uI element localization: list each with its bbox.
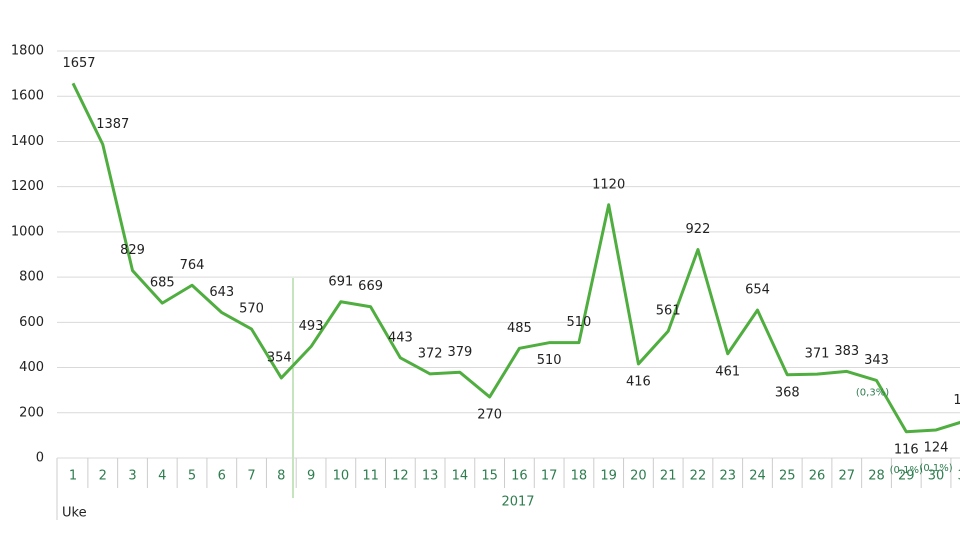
y-tick-label: 800 [19, 270, 44, 285]
y-tick-label: 400 [19, 360, 44, 375]
data-label: 493 [299, 319, 324, 334]
data-label: 124 [924, 440, 949, 455]
x-tick-label: 3 [128, 469, 136, 484]
data-label: 371 [805, 347, 830, 362]
x-tick-label: 31 [958, 469, 960, 484]
data-label: 829 [120, 243, 145, 258]
data-label: 270 [477, 407, 502, 422]
x-axis-label: Uke [62, 506, 87, 521]
data-label: 510 [567, 315, 592, 330]
data-line [71, 82, 960, 434]
data-label: 485 [507, 321, 532, 336]
data-label: 368 [775, 385, 800, 400]
y-tick-label: 1200 [11, 179, 44, 194]
data-label: 643 [209, 285, 234, 300]
data-label: 416 [626, 374, 651, 389]
y-tick-label: 600 [19, 315, 44, 330]
x-tick-label: 4 [158, 469, 166, 484]
x-tick-label: 25 [779, 469, 796, 484]
x-tick-label: 2 [99, 469, 107, 484]
data-label: 116 [894, 442, 919, 457]
x-tick-label: 7 [247, 469, 255, 484]
x-tick-label: 26 [809, 469, 826, 484]
data-label: 510 [537, 353, 562, 368]
y-tick-label: 1600 [11, 89, 44, 104]
x-tick-label: 20 [630, 469, 647, 484]
data-label: 691 [328, 274, 353, 289]
x-tick-label: 12 [392, 469, 409, 484]
y-tick-label: 0 [36, 451, 44, 466]
y-tick-label: 200 [19, 405, 44, 420]
x-tick-label: 24 [749, 469, 766, 484]
data-label: 570 [239, 302, 264, 317]
x-tick-label: 29 [898, 469, 915, 484]
data-label: 561 [656, 304, 681, 319]
y-tick-label: 1800 [11, 44, 44, 59]
data-label: 764 [180, 258, 205, 273]
x-tick-label: 6 [218, 469, 226, 484]
x-tick-label: 28 [868, 469, 885, 484]
x-tick-label: 1 [69, 469, 77, 484]
x-tick-label: 17 [541, 469, 558, 484]
x-tick-label: 18 [571, 469, 588, 484]
x-tick-label: 30 [928, 469, 945, 484]
annotation: (0,1%) [919, 463, 952, 474]
data-label: 1120 [592, 177, 625, 192]
x-tick-label: 10 [333, 469, 350, 484]
annotation: (0,3%) [856, 387, 889, 398]
data-label: 1657 [62, 56, 95, 71]
y-tick-label: 1400 [11, 134, 44, 149]
data-label: 343 [864, 353, 889, 368]
x-tick-label: 16 [511, 469, 528, 484]
x-tick-label: 8 [277, 469, 285, 484]
data-label: 461 [715, 364, 740, 379]
annotation: (0,1%) [890, 465, 923, 476]
x-tick-label: 13 [422, 469, 439, 484]
data-label: 669 [358, 279, 383, 294]
data-label: 922 [686, 222, 711, 237]
x-tick-label: 22 [690, 469, 707, 484]
x-tick-label: 9 [307, 469, 315, 484]
data-label: 1387 [96, 117, 129, 132]
x-tick-label: 5 [188, 469, 196, 484]
data-label: 372 [418, 346, 443, 361]
x-tick-label: 19 [600, 469, 617, 484]
data-label: 443 [388, 330, 413, 345]
data-label: 383 [834, 344, 859, 359]
x-tick-label: 14 [452, 469, 469, 484]
x-tick-label: 27 [838, 469, 855, 484]
group-label: 2017 [501, 495, 534, 510]
data-label: 654 [745, 283, 770, 298]
data-label: 165 [953, 393, 960, 408]
x-tick-label: 23 [719, 469, 736, 484]
data-label: 354 [267, 350, 292, 365]
x-tick-label: 21 [660, 469, 677, 484]
x-tick-label: 11 [362, 469, 379, 484]
x-tick-label: 15 [481, 469, 498, 484]
data-label: 685 [150, 276, 175, 291]
data-label: 379 [447, 345, 472, 360]
y-tick-label: 1000 [11, 224, 44, 239]
